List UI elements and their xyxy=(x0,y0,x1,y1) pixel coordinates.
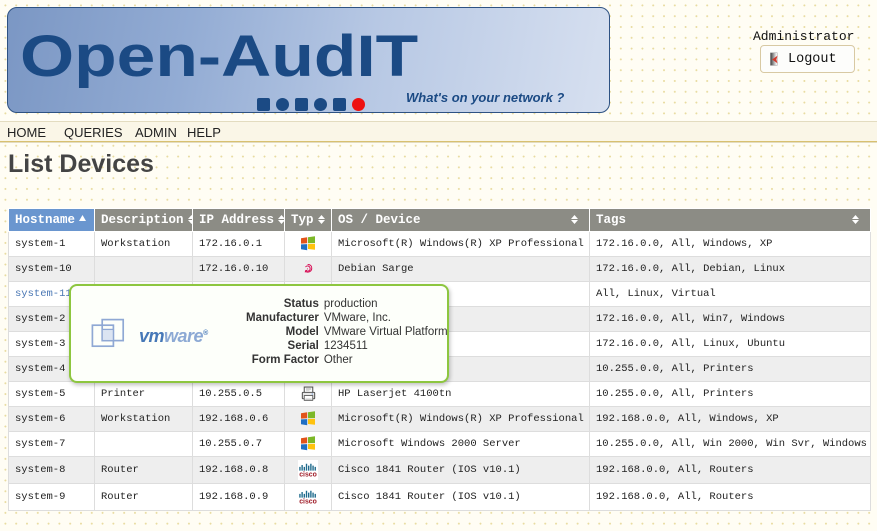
svg-text:cisco: cisco xyxy=(299,498,317,505)
svg-text:cisco: cisco xyxy=(299,471,317,478)
